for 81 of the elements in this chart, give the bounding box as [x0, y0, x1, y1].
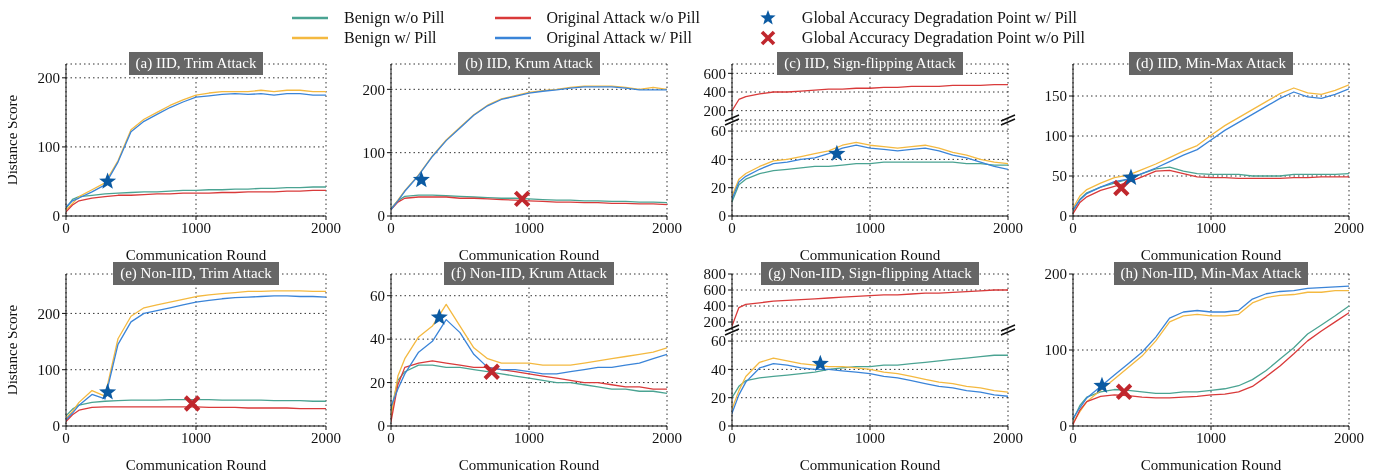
chart-title: (g) Non-IID, Sign-flipping Attack	[761, 262, 979, 285]
chart-title: (f) Non-IID, Krum Attack	[444, 262, 614, 285]
x-tick-label: 1000	[181, 429, 211, 446]
y-tick-label: 0	[377, 418, 385, 435]
x-axis-title: Communication Round	[125, 247, 267, 263]
y-tick-label: 0	[1059, 208, 1067, 225]
x-tick-label: 1000	[1196, 219, 1226, 236]
x-tick-label: 1000	[181, 219, 211, 236]
y-tick-label: 0	[52, 418, 60, 435]
legend-label: Global Accuracy Degradation Point w/ Pill	[801, 9, 1077, 27]
y-tick-label: 40	[711, 151, 726, 168]
chart-title: (c) IID, Sign-flipping Attack	[777, 52, 963, 75]
chart-title: (h) Non-IID, Min-Max Attack	[1113, 262, 1309, 285]
x-tick-label: 2000	[1334, 429, 1364, 446]
y-tick-label: 100	[1044, 342, 1067, 359]
y-tick-label: 0	[377, 208, 385, 225]
legend-label: Benign w/ Pill	[344, 29, 437, 47]
line-series	[732, 161, 1008, 203]
x-axis-title: Communication Round	[458, 457, 600, 473]
x-axis-title: Communication Round	[799, 247, 941, 263]
x-tick-label: 2000	[993, 429, 1023, 446]
x-tick-label: 1000	[855, 429, 885, 446]
x-tick-label: 1000	[855, 219, 885, 236]
y-tick-label: 200	[703, 314, 726, 331]
x-tick-label: 1000	[1196, 429, 1226, 446]
chart-title: (a) IID, Trim Attack	[128, 52, 264, 75]
x-axis-title: Communication Round	[1140, 247, 1282, 263]
y-tick-label: 0	[718, 208, 726, 225]
y-axis-title: Distance Score	[4, 94, 21, 186]
y-tick-label: 0	[1059, 418, 1067, 435]
x-axis-title: Communication Round	[1140, 457, 1282, 473]
line-series	[66, 406, 326, 423]
x-axis-title: Communication Round	[125, 457, 267, 473]
legend-label: Global Accuracy Degradation Point w/o Pill	[801, 29, 1085, 47]
line-series	[732, 357, 1008, 410]
line-series	[732, 83, 1008, 112]
y-tick-label: 400	[703, 84, 726, 101]
y-tick-label: 100	[37, 362, 60, 379]
y-tick-label: 50	[1052, 168, 1067, 185]
y-tick-label: 60	[711, 123, 726, 140]
x-tick-label: 2000	[652, 219, 682, 236]
y-tick-label: 400	[703, 298, 726, 315]
chart-title: (e) Non-IID, Trim Attack	[113, 262, 279, 285]
y-tick-label: 100	[37, 139, 60, 156]
y-tick-label: 100	[1044, 128, 1067, 145]
y-tick-label: 600	[703, 65, 726, 82]
chart-title: (d) IID, Min-Max Attack	[1129, 52, 1293, 75]
y-tick-label: 20	[711, 180, 726, 197]
y-tick-label: 200	[703, 102, 726, 119]
y-tick-label: 600	[703, 282, 726, 299]
x-tick-label: 2000	[311, 219, 341, 236]
y-tick-label: 40	[711, 361, 726, 378]
legend-label: Original Attack w/ Pill	[546, 29, 692, 47]
x-tick-label: 1000	[514, 219, 544, 236]
x-tick-label: 2000	[652, 429, 682, 446]
x-axis-title: Communication Round	[799, 457, 941, 473]
y-tick-label: 200	[37, 305, 60, 322]
x-tick-label: 2000	[993, 219, 1023, 236]
y-tick-label: 150	[1044, 88, 1067, 105]
chart-title: (b) IID, Krum Attack	[458, 52, 600, 75]
y-tick-label: 40	[370, 331, 385, 348]
y-tick-label: 100	[362, 144, 385, 161]
y-tick-label: 20	[711, 390, 726, 407]
y-tick-label: 60	[370, 288, 385, 305]
x-tick-label: 1000	[514, 429, 544, 446]
y-tick-label: 200	[1044, 266, 1067, 283]
line-series	[732, 289, 1008, 327]
y-axis-title: Distance Score	[4, 304, 21, 396]
y-tick-label: 0	[718, 418, 726, 435]
line-series	[732, 354, 1008, 399]
y-tick-label: 200	[37, 70, 60, 87]
legend-label: Benign w/o Pill	[344, 9, 445, 27]
legend-label: Original Attack w/o Pill	[546, 9, 700, 27]
y-tick-label: 800	[703, 266, 726, 283]
x-tick-label: 2000	[311, 429, 341, 446]
y-tick-label: 60	[711, 333, 726, 350]
x-tick-label: 2000	[1334, 219, 1364, 236]
y-tick-label: 20	[370, 374, 385, 391]
y-tick-label: 0	[52, 208, 60, 225]
x-axis-title: Communication Round	[458, 247, 600, 263]
y-tick-label: 200	[362, 81, 385, 98]
